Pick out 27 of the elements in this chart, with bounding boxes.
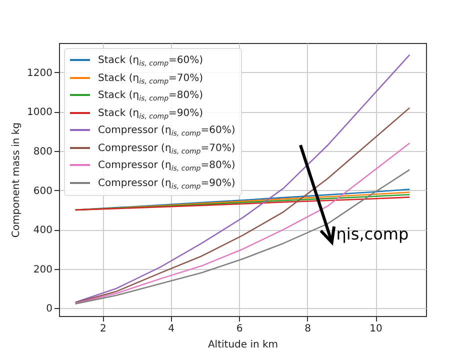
annotation: ηis,comp	[336, 224, 409, 244]
line-series	[74, 196, 410, 211]
x-tick-label: 10	[370, 324, 382, 334]
y-axis-title: Component mass in kg	[11, 122, 22, 238]
y-tick-label: 1200	[27, 68, 52, 79]
legend-label: Stack (η$_{is, comp}$=90%)	[98, 108, 204, 120]
x-tick-label: 4	[168, 324, 175, 334]
x-axis-title: Altitude in km	[208, 340, 278, 350]
x-tick-label: 2	[100, 324, 106, 334]
line-series	[74, 142, 410, 304]
x-tick-label: 8	[304, 324, 311, 334]
x-tick-label: 6	[236, 324, 243, 334]
legend-label: Compressor (η$_{is, comp}$=90%)	[98, 178, 236, 190]
legend-label: Compressor (η$_{is, comp}$=60%)	[98, 125, 236, 138]
y-tick-label: 1000	[27, 107, 52, 118]
y-tick-label: 400	[33, 225, 52, 236]
y-tick-label: 200	[33, 264, 52, 276]
legend-label: Stack (η$_{is, comp}$=60%)	[98, 55, 204, 68]
y-tick-label: 800	[33, 146, 52, 158]
line-series	[74, 107, 410, 304]
y-tick-label: 600	[33, 186, 52, 197]
legend-label: Stack (η$_{is, comp}$=80%)	[98, 90, 204, 102]
line-series	[74, 54, 410, 303]
legend-label: Compressor (η$_{is, comp}$=70%)	[98, 142, 236, 155]
y-tick-label: 0	[46, 304, 52, 315]
legend-label: Compressor (η$_{is, comp}$=80%)	[98, 160, 236, 172]
legend-label: Stack (η$_{is, comp}$=70%)	[98, 72, 204, 85]
